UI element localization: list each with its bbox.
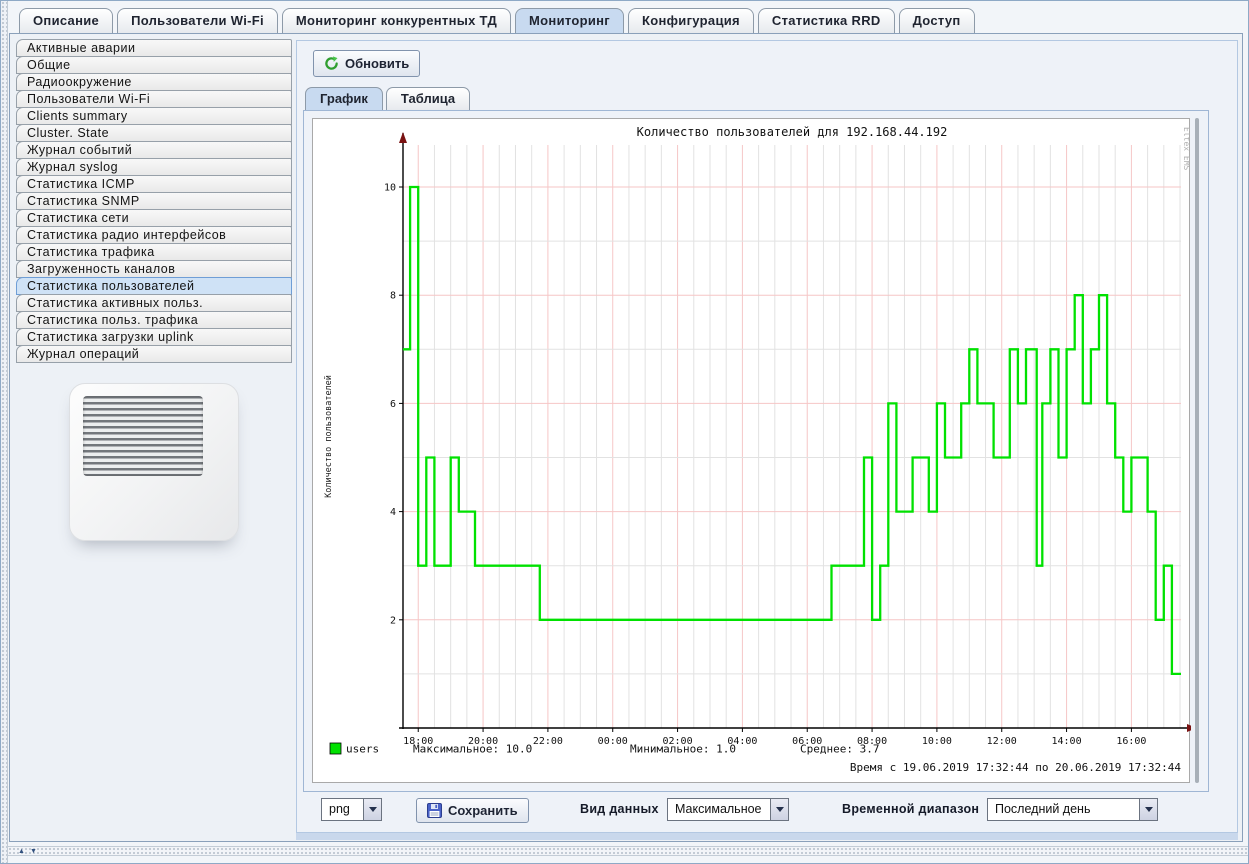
sidebar-item-10[interactable]: Статистика сети <box>16 209 292 227</box>
floppy-disk-icon <box>427 803 442 818</box>
legend-max: Максимальное: 10.0 <box>413 743 532 756</box>
legend-avg: Среднее: 3.7 <box>800 743 879 756</box>
watermark: Eltex EMS <box>1182 127 1191 171</box>
sidebar-item-9[interactable]: Статистика SNMP <box>16 192 292 210</box>
y-tick-label: 8 <box>390 291 396 302</box>
data-view-label: Вид данных <box>580 802 659 816</box>
sidebar-item-12[interactable]: Статистика трафика <box>16 243 292 261</box>
x-tick-label: 08:00 <box>857 736 887 747</box>
time-range-text: Время с 19.06.2019 17:32:44 по 20.06.201… <box>850 761 1182 774</box>
legend-series-label: users <box>346 743 379 756</box>
content-panel: Активные аварии Общие Радиоокружение Пользо… <box>9 33 1243 842</box>
save-label: Сохранить <box>448 803 518 818</box>
sidebar-item-17[interactable]: Статистика загрузки uplink <box>16 328 292 346</box>
chart-panel: 18:00 20:00 22:00 00:00 02:00 04:00 06:00 08:00… <box>312 118 1197 783</box>
format-select-value: png <box>321 798 363 821</box>
refresh-label: Обновить <box>345 56 410 71</box>
legend-swatch <box>329 742 342 755</box>
view-tabbar: График Таблица <box>305 87 473 111</box>
users-series-line <box>403 185 1181 676</box>
graph-tab-pane: 18:00 20:00 22:00 00:00 02:00 04:00 06:00 08:00… <box>303 110 1209 792</box>
main-tab-3[interactable]: Мониторинг <box>515 8 624 33</box>
data-view-select-value: Максимальное <box>667 798 770 821</box>
x-axis-arrow <box>1187 724 1197 732</box>
save-button[interactable]: Сохранить <box>416 798 529 823</box>
time-range-select[interactable]: Последний день <box>987 798 1158 821</box>
x-tick-label: 04:00 <box>727 736 757 747</box>
splitter-collapse-up-icon[interactable]: ▲ <box>18 848 25 855</box>
legend-min: Минимальное: 1.0 <box>630 743 736 756</box>
sidebar-item-8[interactable]: Статистика ICMP <box>16 175 292 193</box>
data-view-select[interactable]: Максимальное <box>667 798 789 821</box>
chart-scroll-edge[interactable] <box>1195 118 1199 783</box>
x-tick-label: 02:00 <box>663 736 693 747</box>
main-tabbar: Описание Пользователи Wi-Fi Мониторинг кон… <box>19 8 979 34</box>
users-chart: 18:00 20:00 22:00 00:00 02:00 04:00 06:00 08:00… <box>324 125 1197 774</box>
chart-controls: png Сохранить <box>297 798 1237 826</box>
view-tab-1[interactable]: Таблица <box>385 87 471 110</box>
vent-grille-graphic <box>83 396 203 476</box>
sidebar-item-16[interactable]: Статистика польз. трафика <box>16 311 292 329</box>
format-select[interactable]: png <box>321 798 382 821</box>
x-tick-label: 14:00 <box>1052 736 1082 747</box>
chart-title: Количество пользователей для 192.168.44.… <box>637 125 948 139</box>
refresh-icon <box>324 56 339 71</box>
y-tick-label: 2 <box>390 615 396 626</box>
sidebar-item-7[interactable]: Журнал syslog <box>16 158 292 176</box>
main-tab-6[interactable]: Доступ <box>898 8 975 33</box>
sidebar-item-18[interactable]: Журнал операций <box>16 345 292 363</box>
x-tick-label: 06:00 <box>792 736 822 747</box>
sidebar-item-11[interactable]: Статистика радио интерфейсов <box>16 226 292 244</box>
access-point-photo <box>69 383 239 541</box>
x-tick-label: 22:00 <box>533 736 563 747</box>
y-tick-label: 4 <box>390 507 396 518</box>
x-tick-label: 12:00 <box>987 736 1017 747</box>
sidebar: Активные аварии Общие Радиоокружение Пользо… <box>16 39 292 541</box>
y-axis-title: Количество пользователей <box>324 375 334 498</box>
y-tick-label: 10 <box>384 183 396 194</box>
panel-bottom-strip <box>296 833 1238 840</box>
sidebar-item-0[interactable]: Активные аварии <box>16 39 292 57</box>
view-tab-0[interactable]: График <box>305 87 383 110</box>
x-tick-label: 16:00 <box>1116 736 1146 747</box>
sidebar-item-6[interactable]: Журнал событий <box>16 141 292 159</box>
x-tick-label: 20:00 <box>468 736 498 747</box>
sidebar-item-15[interactable]: Статистика активных польз. <box>16 294 292 312</box>
x-tick-label: 18:00 <box>403 736 433 747</box>
sidebar-item-2[interactable]: Радиоокружение <box>16 73 292 91</box>
y-tick-label: 6 <box>390 399 396 410</box>
sidebar-item-14[interactable]: Статистика пользователей <box>16 277 292 295</box>
y-axis-arrow <box>399 132 407 143</box>
time-range-label: Временной диапазон <box>842 802 980 816</box>
main-tab-0[interactable]: Описание <box>19 8 114 33</box>
sidebar-item-5[interactable]: Cluster. State <box>16 124 292 142</box>
chevron-down-icon[interactable] <box>363 798 382 821</box>
sidebar-item-4[interactable]: Clients summary <box>16 107 292 125</box>
main-tab-4[interactable]: Конфигурация <box>628 8 754 33</box>
sidebar-item-13[interactable]: Загруженность каналов <box>16 260 292 278</box>
sidebar-item-1[interactable]: Общие <box>16 56 292 74</box>
splitter-collapse-down-icon[interactable]: ▼ <box>30 848 37 855</box>
main-tab-2[interactable]: Мониторинг конкурентных ТД <box>281 8 512 33</box>
refresh-button[interactable]: Обновить <box>313 50 421 77</box>
chevron-down-icon[interactable] <box>1139 798 1158 821</box>
chevron-down-icon[interactable] <box>770 798 789 821</box>
x-tick-label: 00:00 <box>598 736 628 747</box>
x-tick-label: 10:00 <box>922 736 952 747</box>
horizontal-splitter[interactable]: ▲ ▼ <box>8 846 1248 856</box>
time-range-select-value: Последний день <box>987 798 1139 821</box>
monitoring-panel: Обновить График Таблица 18:00 20:00 22:00 00… <box>296 40 1238 833</box>
main-tab-1[interactable]: Пользователи Wi-Fi <box>117 8 278 33</box>
main-tab-5[interactable]: Статистика RRD <box>757 8 895 33</box>
sidebar-item-3[interactable]: Пользователи Wi-Fi <box>16 90 292 108</box>
vertical-splitter[interactable] <box>1 1 8 863</box>
